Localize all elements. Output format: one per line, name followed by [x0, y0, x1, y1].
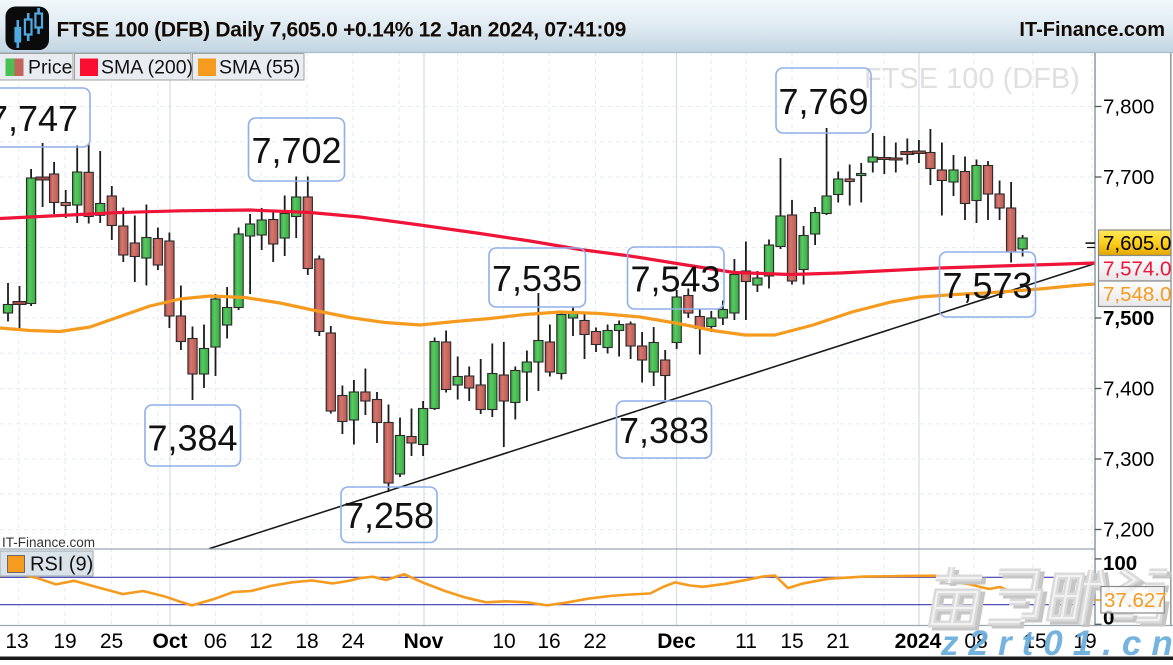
svg-text:RSI (9): RSI (9) [30, 554, 93, 576]
svg-text:7,605.0: 7,605.0 [1103, 232, 1171, 255]
svg-text:16: 16 [537, 630, 560, 653]
svg-text:06: 06 [204, 630, 227, 653]
svg-text:IT-Finance.com: IT-Finance.com [2, 535, 95, 550]
svg-text:7,383: 7,383 [619, 410, 709, 451]
svg-text:22: 22 [583, 630, 606, 653]
svg-text:7,400: 7,400 [1103, 378, 1154, 401]
svg-text:19: 19 [53, 630, 76, 653]
svg-text:7,769: 7,769 [778, 81, 868, 122]
svg-text:24: 24 [341, 630, 365, 653]
svg-text:7,702: 7,702 [251, 130, 341, 171]
svg-text:7,258: 7,258 [344, 495, 434, 536]
svg-text:7,573: 7,573 [942, 265, 1032, 306]
svg-text:15: 15 [780, 630, 803, 653]
svg-text:7,384: 7,384 [147, 418, 237, 459]
svg-text:19: 19 [1073, 630, 1096, 653]
svg-text:100: 100 [1103, 552, 1137, 575]
svg-text:21: 21 [826, 630, 849, 653]
svg-text:7,300: 7,300 [1103, 448, 1154, 471]
svg-text:15: 15 [1023, 630, 1046, 653]
svg-text:7,543: 7,543 [630, 259, 720, 300]
svg-text:FTSE 100 (DFB) Daily 7,605.0 +: FTSE 100 (DFB) Daily 7,605.0 +0.14% 12 J… [57, 19, 627, 42]
svg-text:z2rt01.cn: z2rt01.cn [940, 624, 1173, 660]
svg-text:Nov: Nov [404, 630, 444, 653]
svg-text:SMA (200): SMA (200) [101, 57, 193, 79]
svg-text:7,574.0: 7,574.0 [1103, 258, 1171, 281]
svg-text:FTSE 100 (DFB): FTSE 100 (DFB) [864, 63, 1080, 95]
svg-text:7,200: 7,200 [1103, 519, 1154, 542]
svg-text:7,800: 7,800 [1103, 96, 1154, 119]
svg-text:7,700: 7,700 [1103, 166, 1154, 189]
svg-text:SMA (55): SMA (55) [219, 57, 300, 79]
svg-text:7,747: 7,747 [0, 98, 78, 139]
svg-text:11: 11 [735, 630, 757, 653]
svg-text:7,548.0: 7,548.0 [1103, 283, 1171, 306]
svg-text:Dec: Dec [657, 630, 696, 653]
svg-text:2024: 2024 [895, 630, 942, 653]
svg-text:08: 08 [964, 630, 987, 653]
svg-text:25: 25 [100, 630, 123, 653]
svg-text:Oct: Oct [152, 630, 187, 653]
svg-text:37.627: 37.627 [1104, 589, 1167, 612]
svg-text:18: 18 [295, 630, 318, 653]
svg-text:13: 13 [5, 630, 28, 653]
svg-text:12: 12 [249, 630, 272, 653]
svg-text:IT-Finance.com: IT-Finance.com [1019, 19, 1165, 41]
svg-text:10: 10 [492, 630, 515, 653]
svg-text:7,535: 7,535 [492, 258, 582, 299]
svg-text:0: 0 [1103, 607, 1114, 630]
svg-text:7,500: 7,500 [1103, 307, 1154, 330]
svg-text:Price: Price [28, 57, 72, 79]
